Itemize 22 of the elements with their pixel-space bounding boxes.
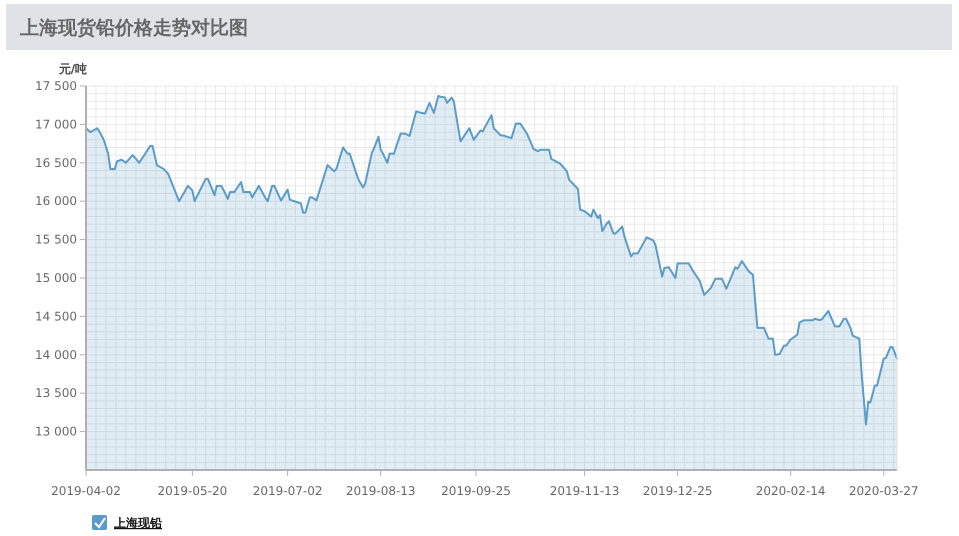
chart-title: 上海现货铅价格走势对比图 [19, 17, 248, 39]
y-tick-label: 15 000 [35, 271, 77, 285]
x-tick-label: 2019-08-13 [346, 484, 416, 498]
y-tick-label: 13 500 [35, 386, 77, 400]
y-axis-title: 元/吨 [58, 62, 88, 76]
y-tick-label: 16 500 [35, 156, 77, 170]
y-tick-label: 17 500 [35, 79, 77, 93]
x-tick-label: 2019-09-25 [441, 484, 511, 498]
y-tick-label: 14 000 [35, 348, 77, 362]
y-tick-label: 17 000 [35, 117, 77, 132]
x-tick-label: 2020-02-14 [756, 484, 826, 498]
y-tick-label: 16 000 [35, 194, 77, 208]
x-tick-label: 2019-12-25 [642, 484, 713, 498]
x-tick-label: 2019-11-13 [550, 484, 620, 498]
x-tick-label: 2020-03-27 [848, 484, 919, 498]
y-tick-label: 15 500 [35, 232, 77, 247]
y-tick-label: 13 000 [35, 424, 77, 439]
legend-label: 上海现铅 [113, 516, 162, 530]
x-tick-label: 2019-05-20 [157, 484, 228, 498]
y-tick-label: 14 500 [35, 309, 77, 324]
x-tick-label: 2019-04-02 [51, 484, 121, 498]
x-tick-label: 2019-07-02 [252, 484, 323, 498]
